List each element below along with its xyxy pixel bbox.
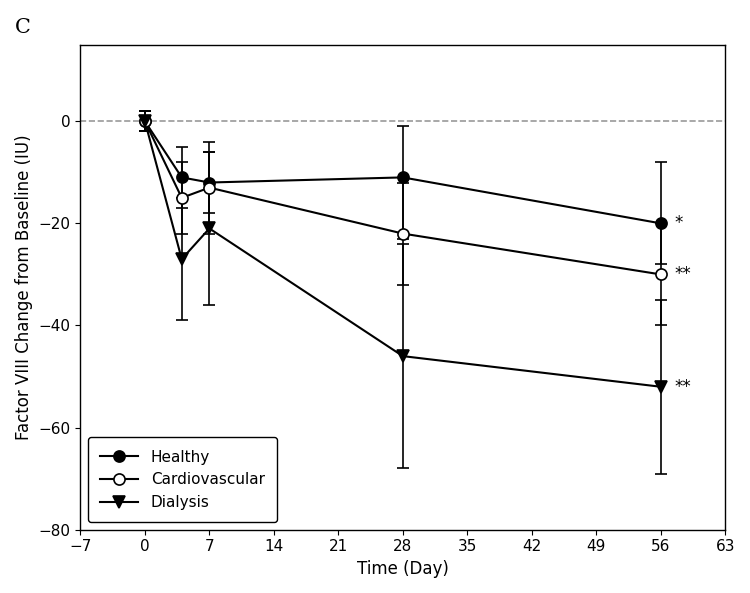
Text: **: ** [674, 378, 692, 396]
Text: C: C [15, 18, 31, 37]
X-axis label: Time (Day): Time (Day) [357, 560, 448, 578]
Y-axis label: Factor VIII Change from Baseline (IU): Factor VIII Change from Baseline (IU) [15, 135, 33, 440]
Legend: Healthy, Cardiovascular, Dialysis: Healthy, Cardiovascular, Dialysis [88, 438, 277, 522]
Text: **: ** [674, 266, 692, 283]
Text: *: * [674, 214, 683, 232]
